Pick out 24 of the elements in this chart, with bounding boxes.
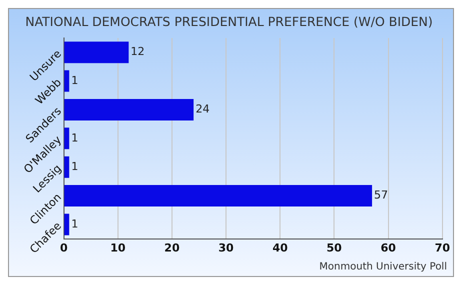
data-label: 12 <box>130 45 145 58</box>
bar <box>64 98 194 120</box>
x-tick-label: 30 <box>218 241 234 254</box>
data-label: 1 <box>71 131 78 144</box>
bar <box>64 214 70 236</box>
x-tick-label: 40 <box>272 241 288 254</box>
bar <box>64 156 70 178</box>
data-label: 1 <box>71 217 78 230</box>
x-tick-label: 0 <box>60 241 68 254</box>
bar <box>64 70 70 92</box>
bar <box>64 128 70 150</box>
x-tick-label: 70 <box>434 241 450 254</box>
x-tick-label: 50 <box>326 241 342 254</box>
x-tick-label: 20 <box>164 241 180 254</box>
data-label: 1 <box>71 74 78 87</box>
bar <box>64 42 129 64</box>
text: Monmouth University Poll <box>319 262 447 273</box>
data-label: 24 <box>196 102 210 116</box>
x-tick-label: 60 <box>380 241 396 254</box>
x-tick-label: 10 <box>110 241 126 254</box>
data-label: 57 <box>374 188 388 202</box>
chart-title: NATIONAL DEMOCRATS PRESIDENTIAL PREFERENCE (W/O BIDEN) <box>25 14 433 29</box>
bar <box>64 185 372 207</box>
data-label: 1 <box>71 160 78 173</box>
